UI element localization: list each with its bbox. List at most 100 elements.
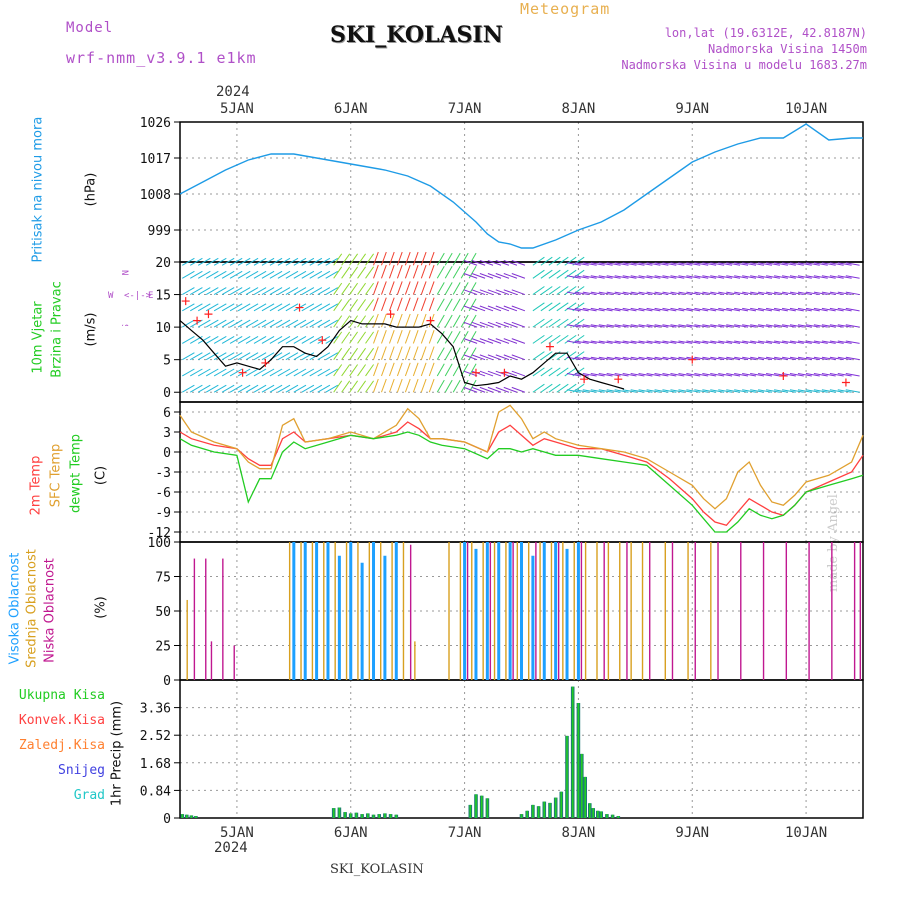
precip-total-bar [480,795,483,818]
wind-barb [479,354,494,361]
wind-barb [710,340,725,344]
wind-barb [237,384,251,393]
precip-total-bar [543,801,546,818]
wind-barb [213,352,227,361]
wind-barb [182,303,195,312]
wind-barb [837,340,852,344]
wind-barb [686,356,701,361]
compass-s: S [119,324,129,326]
wind-barb [309,335,323,344]
wind-barb [396,264,403,279]
wind-barb [317,319,331,328]
wind-barb [420,378,427,393]
wind-barb [325,319,339,328]
wind-barb [678,262,693,266]
wind-barb [540,334,553,344]
wind-barb [564,367,577,377]
wind-barb [511,370,526,377]
wind-barb [237,270,251,279]
wind-barb [702,324,717,328]
wind-barb [404,346,411,360]
wind-barb [782,307,796,312]
ytick-label: 6 [163,406,171,421]
wind-barb [452,298,461,312]
wind-barb [205,287,219,295]
wind-barb [646,373,661,377]
wind-barb [341,253,351,266]
precip-total-bar [361,814,363,818]
wind-barb [590,291,605,296]
gust-marker [841,378,850,387]
wind-barb [444,331,453,344]
wind-barb [301,270,315,279]
wind-barb [813,373,828,377]
wind-barb [325,368,339,377]
wind-barb [789,356,804,361]
ytick-label: 1017 [140,152,171,167]
wind-barb [460,379,469,393]
wind-barb [471,386,486,393]
wind-barb [365,253,375,266]
day-label-bottom: 10JAN [785,825,827,841]
precip-total-bar [469,804,472,818]
wind-barb [638,262,653,266]
wind-barb [614,389,629,393]
wind-barb [813,356,828,361]
wind-barb [444,379,453,393]
wind-barb [373,362,379,377]
legend-conv: Konvek.Kisa [18,713,105,728]
wind-barb [205,335,219,344]
wind-barb [444,282,453,295]
wind-barb [404,378,411,393]
wind-barb [654,324,669,328]
wind-barb [548,269,561,279]
wind-barb [734,373,749,377]
wind-barb [205,303,219,312]
wind-barb [388,297,395,312]
wind-barb [269,335,283,344]
wind-barb [774,275,788,279]
wind-barb [341,315,351,328]
precip-total-bar [571,686,574,818]
wind-barb [734,389,749,393]
wind-barb [540,351,553,361]
wind-barb [564,286,577,295]
wind-barb [213,319,227,328]
legend-total: Ukupna Kisa [18,688,105,703]
wind-barb [805,262,820,266]
wind-barb [758,340,773,344]
wind-barb [654,307,669,312]
wind-barb [566,340,581,344]
wind-barb [309,257,323,266]
wind-barb [638,389,653,393]
gust-marker [471,368,480,377]
wind-barb [574,340,589,344]
ytick-label: 1.68 [140,757,171,772]
legend-snow: Snijeg [58,763,105,778]
wind-barb [487,354,502,361]
day-label-top: 7JAN [448,101,482,117]
legend-graupel: Grad [73,788,105,803]
wind-barb [774,291,788,296]
wind-barb [694,324,709,328]
wind-barb [606,262,621,266]
wind-barb [388,264,395,279]
wind-barb [444,252,453,266]
precip-total-bar [532,804,534,818]
wind-barb [471,289,486,296]
wind-barb [742,373,757,377]
wind-barb [614,307,629,312]
wind-barb [837,291,852,296]
wind-barb [396,330,403,344]
wind-barb [511,321,526,328]
wind-barb [829,389,844,393]
wind-barb [221,319,235,328]
wind-barb [622,389,637,393]
wind-barb [245,270,259,279]
wind-barb [590,356,605,361]
wind-barb [548,334,561,344]
wind-barb [317,384,331,393]
wind-barb [694,356,709,361]
wind-barb [381,297,387,312]
wind-barb [349,331,359,344]
